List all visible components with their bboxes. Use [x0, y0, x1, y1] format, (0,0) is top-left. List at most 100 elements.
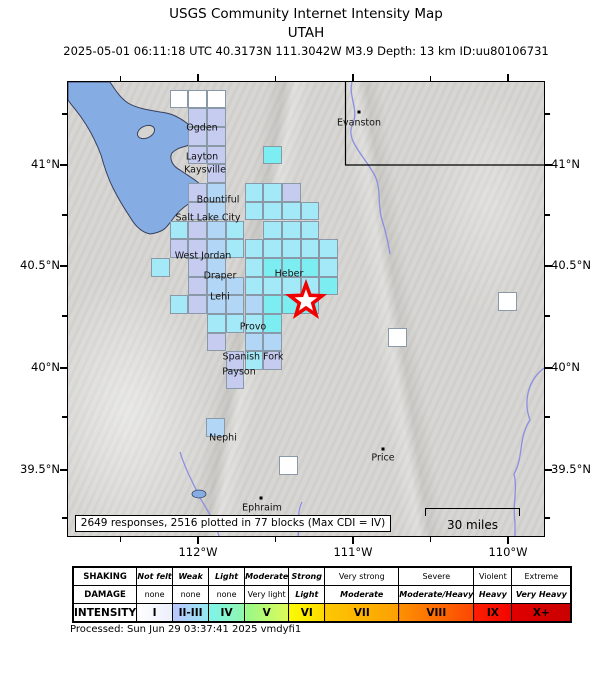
legend-row-label: SHAKING [72, 566, 138, 586]
legend-cell: none [172, 585, 210, 604]
axis-tick [197, 537, 199, 544]
city-labels: Ogden Layton Kaysville Bountiful Salt Lake C… [68, 82, 544, 536]
intensity-block [188, 145, 208, 165]
city-label: Ephraim [242, 502, 282, 514]
legend-cell: Very light [244, 585, 290, 604]
axis-tick [352, 537, 354, 544]
intensity-block [498, 292, 517, 311]
axis-tick [60, 164, 67, 166]
intensity-block [244, 295, 264, 314]
intensity-block [244, 332, 264, 352]
intensity-block [188, 127, 208, 146]
intensity-block [244, 276, 264, 296]
intensity-block [188, 295, 208, 314]
legend-cell: Severe [398, 566, 475, 586]
water-layer [68, 82, 544, 536]
event-summary-line: 2025-05-01 06:11:18 UTC 40.3173N 111.304… [63, 44, 549, 58]
legend-cell: Moderate/Heavy [398, 585, 475, 604]
intensity-block [300, 201, 320, 221]
legend-row-label: INTENSITY [72, 603, 138, 623]
epicenter-star [284, 278, 328, 319]
lake-island [136, 124, 156, 140]
intensity-block [281, 257, 301, 277]
intensity-block [188, 257, 208, 277]
intensity-block [207, 239, 226, 258]
city-dot [357, 110, 361, 114]
city-dot [381, 447, 385, 451]
axis-tick [60, 265, 67, 267]
intensity-block [244, 239, 264, 258]
intensity-block [263, 183, 282, 202]
legend-row-label: DAMAGE [72, 585, 138, 604]
city-label: Nephi [209, 432, 237, 444]
axis-tick [429, 76, 432, 81]
axis-tick [274, 76, 277, 81]
overlay-layer [284, 82, 544, 319]
axis-tick [62, 315, 67, 317]
axis-tick [545, 265, 552, 267]
intensity-block [207, 89, 226, 109]
axis-tick [119, 537, 122, 542]
legend-cell: Extreme [511, 566, 572, 586]
intensity-block [263, 295, 282, 314]
lon-axis-label: 110°W [488, 545, 528, 559]
intensity-block [188, 108, 208, 127]
intensity-block [319, 257, 338, 277]
intensity-block [319, 239, 338, 258]
intensity-block [263, 220, 282, 240]
river-evanston [350, 82, 391, 255]
small-lake [191, 489, 207, 499]
intensity-block [263, 239, 282, 258]
lon-axis-label: 112°W [178, 545, 218, 559]
city-dot [259, 496, 263, 500]
intensity-block [207, 314, 226, 333]
axis-tick [62, 113, 67, 115]
lat-axis-label: 41°N [31, 157, 60, 171]
intensity-block [225, 295, 245, 314]
legend-cell: X+ [511, 603, 572, 623]
city-label: Heber [274, 268, 304, 280]
legend-cell: Moderate [244, 566, 290, 586]
lat-axis-label: 40°N [31, 360, 60, 374]
axis-tick [62, 416, 67, 418]
lat-axis-label: 40.5°N [551, 258, 591, 272]
intensity-block [169, 295, 189, 314]
intensity-block [188, 201, 208, 221]
intensity-block [188, 183, 208, 202]
intensity-block [225, 370, 245, 389]
intensity-block [188, 239, 208, 258]
intensity-block [207, 183, 226, 202]
legend-cell: Violent [473, 566, 513, 586]
axis-tick [507, 74, 509, 81]
city-label: Ogden [186, 122, 218, 134]
legend-cell: Weak [172, 566, 210, 586]
scale-bar [425, 508, 520, 516]
intensity-block [244, 314, 264, 333]
intensity-block [244, 351, 264, 371]
intensity-block [225, 314, 245, 333]
intensity-block [207, 332, 226, 352]
intensity-block [169, 239, 189, 258]
intensity-block [281, 183, 301, 202]
intensity-block [207, 108, 226, 127]
legend-cell: Light [288, 585, 326, 604]
legend-cell: VI [288, 603, 326, 623]
intensity-block [207, 127, 226, 146]
intensity-block [188, 220, 208, 240]
legend-table: SHAKING Not felt Weak Light Moderate Strong Ve… [72, 566, 573, 623]
axis-tick [119, 76, 122, 81]
city-label: Evanston [337, 117, 381, 129]
intensity-block [281, 201, 301, 221]
intensity-block [207, 257, 226, 277]
intensity-block [263, 332, 282, 352]
legend-cell: Light [208, 566, 246, 586]
intensity-block [207, 201, 226, 221]
intensity-block [279, 456, 298, 475]
intensity-block [188, 89, 208, 109]
intensity-block [319, 276, 338, 296]
intensity-block [300, 257, 320, 277]
legend-row-shaking: SHAKING Not felt Weak Light Moderate Strong Ve… [72, 566, 572, 586]
legend-cell: Very strong [324, 566, 400, 586]
intensity-block [207, 276, 226, 296]
intensity-block [300, 239, 320, 258]
